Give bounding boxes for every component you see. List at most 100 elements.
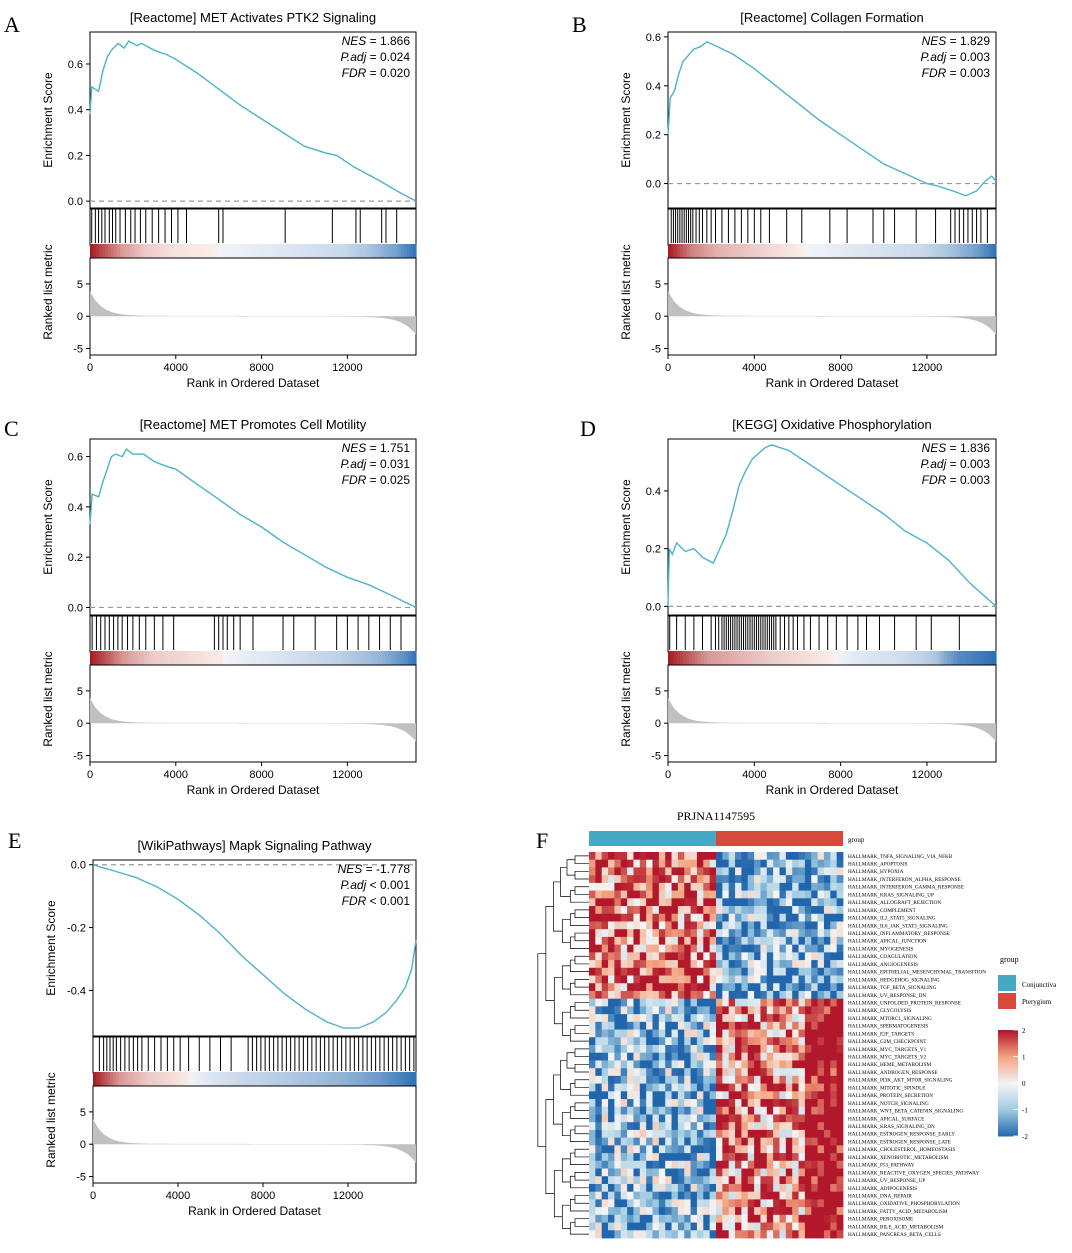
heatmap-cell [779, 1006, 787, 1015]
heatmap-cell [722, 1021, 730, 1030]
rank-color-cell [862, 651, 866, 665]
heatmap-cell [760, 1006, 768, 1015]
heatmap-cell [614, 1230, 622, 1239]
rank-color-cell [214, 244, 219, 258]
rank-color-cell [685, 651, 690, 665]
heatmap-cell [646, 960, 653, 969]
heatmap-cell [766, 1021, 774, 1030]
heatmap-cell [836, 1106, 844, 1115]
rank-color-cell [978, 651, 982, 665]
heatmap-cell [785, 929, 793, 938]
rank-color-cell [891, 651, 896, 665]
heatmap-cell [747, 1099, 755, 1108]
heatmap-cell [627, 875, 634, 884]
heatmap-cell [709, 1160, 717, 1169]
rank-color-cell [380, 244, 384, 258]
heatmap-cell [804, 1160, 812, 1169]
heatmap-cell [785, 1021, 793, 1030]
rank-color-cell [348, 244, 353, 258]
heatmap-cell [703, 1083, 711, 1092]
heatmap-cell [690, 1037, 698, 1046]
rank-color-cell [307, 244, 312, 258]
heatmap-cell [671, 1068, 679, 1077]
heatmap-cell [633, 1037, 641, 1046]
heatmap-row-label: HALLMARK_BILE_ACID_METABOLISM [848, 1224, 944, 1230]
x-axis-label: Rank in Ordered Dataset [766, 376, 899, 390]
heatmap-cell [620, 1037, 628, 1046]
rank-color-cell [340, 1072, 345, 1086]
rank-color-cell [266, 1072, 270, 1086]
heatmap-cell [665, 1099, 672, 1108]
heatmap-cell [722, 1160, 730, 1169]
heatmap-cell [804, 1021, 812, 1030]
heatmap-cell [766, 1029, 774, 1038]
heatmap-cell [830, 859, 838, 868]
heatmap-cell [798, 1091, 806, 1100]
heatmap-cell [741, 921, 749, 930]
rank-color-cell [116, 651, 120, 665]
rank-color-cell [692, 244, 696, 258]
heatmap-cell [703, 1222, 711, 1231]
heatmap-cell [696, 890, 704, 899]
heatmap-cell [836, 913, 844, 922]
rank-color-cell [216, 651, 221, 665]
heatmap-cell [760, 1122, 768, 1131]
heatmap-cell [601, 967, 609, 976]
rank-color-cell [886, 244, 890, 258]
metric-area-positive [668, 291, 996, 317]
heatmap-cell [747, 1122, 755, 1131]
heatmap-cell [671, 1099, 679, 1108]
rank-color-cell [201, 1072, 205, 1086]
heatmap-cell [665, 1106, 672, 1115]
rank-color-cell [269, 244, 273, 258]
heatmap-cell [817, 1099, 825, 1108]
rank-color-cell [343, 244, 347, 258]
heatmap-row-label: HALLMARK_ANGIOGENESIS [848, 962, 918, 968]
heatmap-cell [620, 1183, 628, 1193]
heatmap-cell [766, 1114, 774, 1123]
heatmap-cell [639, 1060, 647, 1069]
heatmap-cell [690, 852, 698, 861]
heatmap-cell [589, 1199, 596, 1208]
metric-frame [667, 664, 997, 763]
rank-color-cell [296, 651, 301, 665]
rank-color-cell [835, 651, 839, 665]
heatmap-panel-F: FPRJNA1147595groupHALLMARK_TNFA_SIGNALIN… [536, 809, 1057, 1239]
heatmap-cell [690, 1091, 698, 1100]
dendrogram-branch [561, 919, 571, 944]
rank-color-cell [822, 244, 827, 258]
es-curve [89, 40, 417, 202]
heatmap-cell [823, 1137, 831, 1146]
heatmap-cell [792, 1191, 799, 1200]
heatmap-cell [684, 875, 691, 884]
colorbar-cell [998, 1077, 1018, 1080]
heatmap-cell [817, 852, 825, 861]
heatmap-cell [766, 1099, 774, 1108]
heatmap-cell [627, 1122, 634, 1131]
heatmap-cell [658, 875, 666, 884]
heatmap-cell [716, 1183, 723, 1193]
heatmap-cell [722, 998, 730, 1007]
heatmap-cell [716, 1114, 723, 1123]
heatmap-cell [652, 890, 660, 899]
heatmap-cell [665, 1075, 672, 1084]
heatmap-cell [601, 890, 609, 899]
heatmap-cell [760, 1214, 768, 1223]
heatmap-cell [785, 1045, 793, 1054]
heatmap-cell [684, 1160, 691, 1169]
heatmap-cell [716, 1160, 723, 1169]
heatmap-cell [646, 1006, 653, 1015]
stat-line: P.adj = 0.024 [340, 50, 410, 64]
heatmap-cell [785, 1060, 793, 1069]
rank-color-cell [948, 244, 953, 258]
heatmap-cell [709, 929, 717, 938]
heatmap-cell [798, 1199, 806, 1208]
rank-color-cell [175, 1072, 179, 1086]
stat-label: NES [922, 34, 947, 48]
dendrogram-branch [553, 1170, 563, 1218]
heatmap-cell [589, 1091, 596, 1100]
heatmap-cell [817, 875, 825, 884]
heatmap-cell [589, 906, 596, 915]
heatmap-cell [804, 852, 812, 861]
rank-color-cell [310, 1072, 315, 1086]
